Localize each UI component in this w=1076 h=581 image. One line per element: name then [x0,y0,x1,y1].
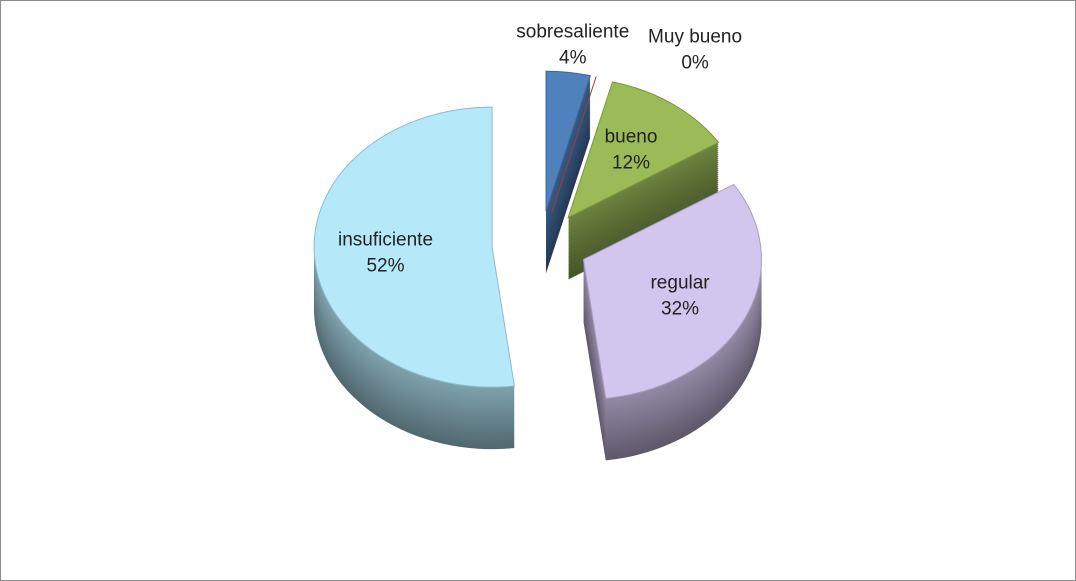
slice [582,183,762,399]
slice-label: Muy bueno [648,26,742,47]
slice [313,106,515,388]
slice [545,70,591,212]
slice-value-label: 12% [612,153,650,174]
slice-label: sobresaliente [516,22,629,43]
slice-value-label: 52% [366,255,404,276]
slice-label: bueno [605,127,658,148]
slice [567,81,720,219]
slice-label: regular [650,272,710,293]
slice-label: insuficiente [338,229,433,250]
slice-value-label: 0% [681,52,709,73]
slice-value-label: 4% [559,48,587,69]
slice-value-label: 32% [661,298,699,319]
